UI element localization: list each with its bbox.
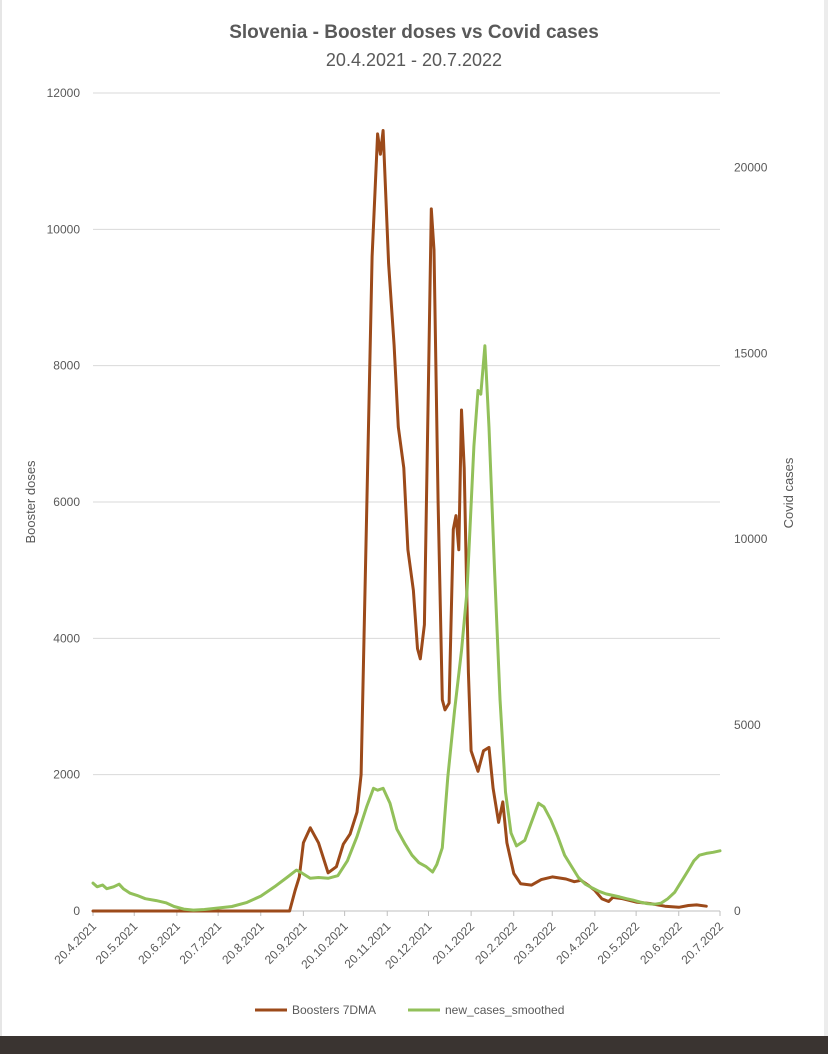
x-tick-label: 20.3.2022 [511,919,559,967]
right-tick-label: 0 [734,904,741,918]
legend-label-cases: new_cases_smoothed [445,1003,564,1017]
x-tick-label: 20.5.2021 [93,919,141,967]
legend: Boosters 7DMA new_cases_smoothed [255,1003,564,1017]
series-lines [91,129,722,913]
chart-title: Slovenia - Booster doses vs Covid cases [229,22,599,43]
x-tick-label: 20.8.2021 [219,919,267,967]
x-axis-ticks: 20.4.202120.5.202120.6.202120.7.202120.8… [51,911,726,972]
series-line-cases [91,344,722,912]
left-tick-label: 4000 [53,631,80,645]
x-tick-label: 20.4.2021 [51,919,99,967]
x-tick-label: 20.5.2022 [595,919,643,967]
right-axis-ticks: 0 5000 10000 15000 20000 [734,160,768,918]
x-tick-label: 20.4.2022 [553,919,601,967]
left-tick-label: 0 [73,904,80,918]
x-tick-label: 20.7.2021 [177,919,225,967]
left-border [0,0,2,1036]
right-tick-label: 20000 [734,160,768,174]
right-tick-label: 10000 [734,532,768,546]
left-tick-label: 8000 [53,359,80,373]
x-tick-label: 20.6.2022 [637,919,685,967]
left-axis-ticks: 0 2000 4000 6000 8000 10000 12000 [47,86,81,918]
x-tick-label: 20.6.2021 [135,919,183,967]
right-tick-label: 5000 [734,718,761,732]
right-tick-label: 15000 [734,346,768,360]
legend-label-boosters: Boosters 7DMA [292,1003,376,1017]
series-line-boosters [91,129,708,913]
left-tick-label: 10000 [47,222,81,236]
left-tick-label: 6000 [53,495,80,509]
right-axis-title: Covid cases [781,457,796,528]
bottom-bar [0,1036,828,1054]
chart-subtitle: 20.4.2021 - 20.7.2022 [326,50,502,70]
right-border [824,0,828,1036]
left-tick-label: 12000 [47,86,81,100]
left-axis-title: Booster doses [23,460,38,544]
x-tick-label: 20.1.2022 [430,919,478,967]
left-tick-label: 2000 [53,768,80,782]
x-tick-label: 20.7.2022 [678,919,726,967]
